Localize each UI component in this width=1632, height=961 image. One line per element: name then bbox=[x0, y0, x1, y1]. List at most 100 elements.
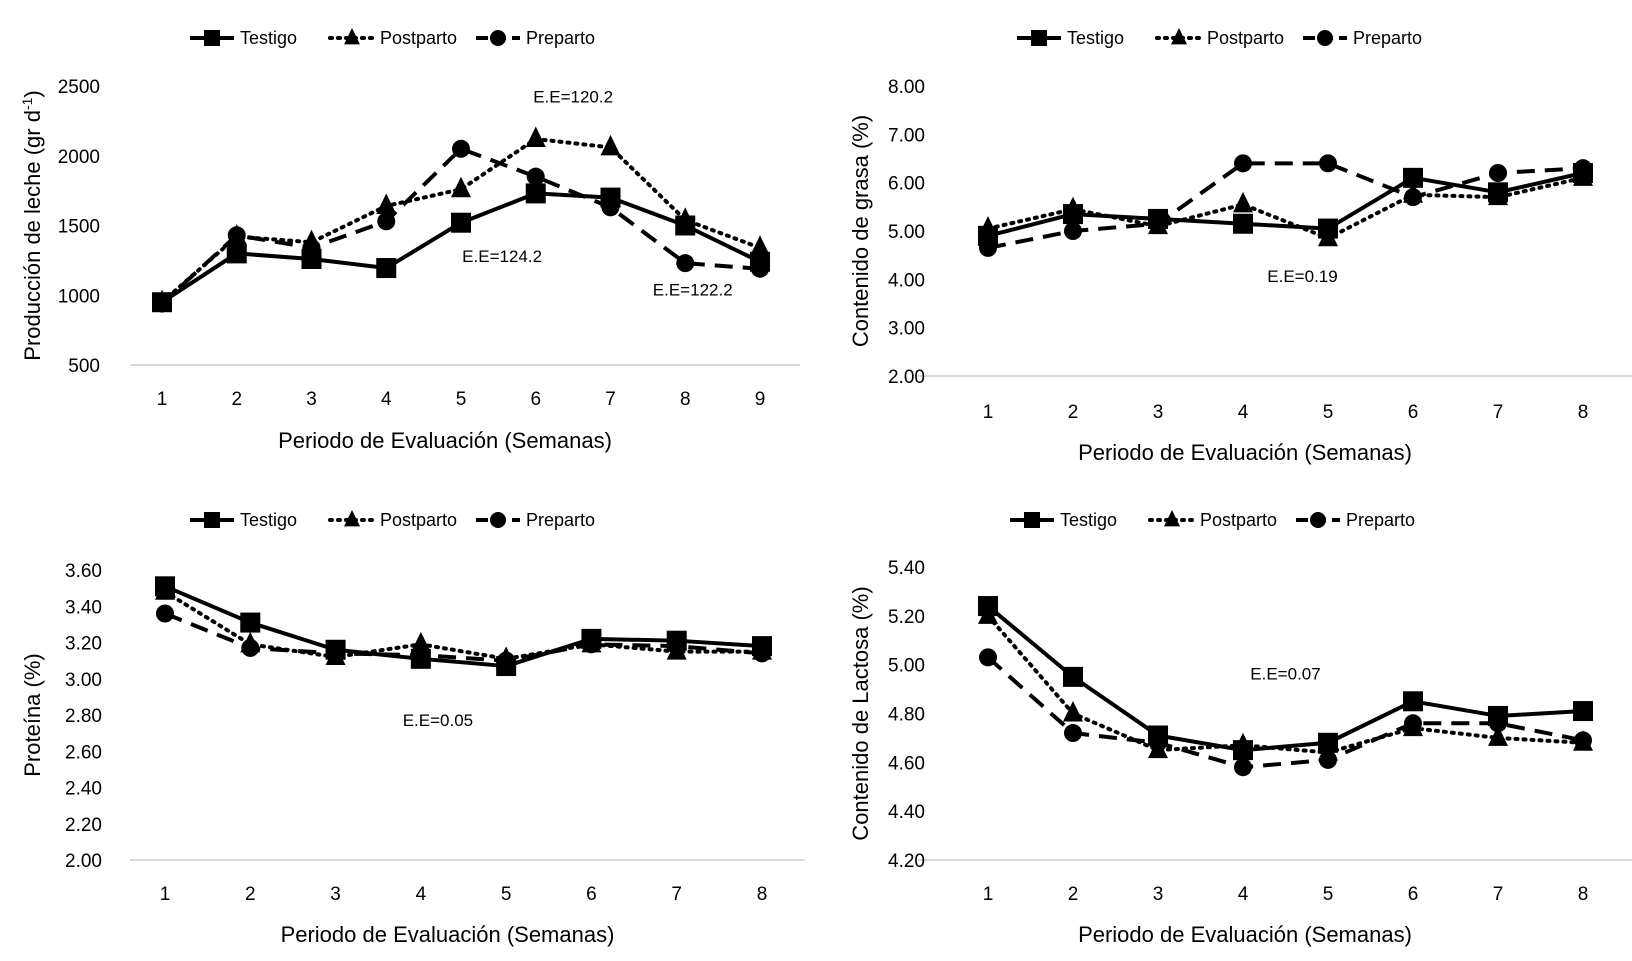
legend-marker-square-icon bbox=[1031, 30, 1047, 46]
data-point bbox=[1149, 214, 1167, 233]
data-point bbox=[1574, 731, 1592, 750]
data-point bbox=[1149, 733, 1167, 752]
x-tick-label: 3 bbox=[306, 389, 317, 410]
legend-marker-triangle-icon bbox=[344, 28, 360, 45]
legend-marker-triangle-icon bbox=[344, 510, 360, 527]
x-tick-label: 2 bbox=[1068, 402, 1079, 423]
x-tick-label: 2 bbox=[1068, 884, 1079, 905]
y-tick-label: 8.00 bbox=[888, 77, 925, 98]
series-line bbox=[163, 589, 764, 661]
data-point bbox=[601, 198, 620, 217]
legend-marker-triangle-icon bbox=[1171, 28, 1187, 45]
legend-marker-circle-icon bbox=[490, 30, 506, 46]
y-tick-label: 2.20 bbox=[65, 815, 102, 836]
legend: Testigo Postparto Preparto bbox=[1010, 510, 1415, 530]
legend-item-preparto: Preparto bbox=[1303, 28, 1422, 48]
legend: Testigo Postparto Preparto bbox=[190, 28, 595, 48]
legend-label: Preparto bbox=[526, 510, 595, 530]
x-tick-label: 7 bbox=[1493, 402, 1504, 423]
series-line bbox=[164, 611, 763, 663]
data-point bbox=[1234, 758, 1252, 777]
data-point bbox=[750, 235, 770, 256]
x-tick-label: 8 bbox=[680, 389, 691, 410]
data-point bbox=[227, 226, 246, 245]
y-tick-label: 5.00 bbox=[888, 656, 925, 677]
legend-item-preparto: Preparto bbox=[476, 510, 595, 530]
data-point bbox=[410, 631, 431, 653]
legend-marker-square-icon bbox=[204, 30, 220, 46]
data-point bbox=[667, 637, 686, 656]
data-point bbox=[1064, 222, 1082, 240]
y-tick-label: 4.40 bbox=[888, 802, 925, 823]
x-tick-label: 3 bbox=[1153, 402, 1164, 423]
series-line bbox=[164, 584, 763, 669]
y-tick-label: 4.60 bbox=[888, 753, 925, 774]
y-axis-title: Contenido de Lactosa (%) bbox=[848, 586, 873, 840]
data-point bbox=[241, 638, 260, 657]
data-point bbox=[1064, 724, 1082, 743]
y-tick-label: 4.00 bbox=[888, 270, 925, 291]
x-tick-label: 1 bbox=[983, 884, 994, 905]
y-tick-label: 5.40 bbox=[888, 558, 925, 579]
data-point bbox=[226, 243, 247, 264]
data-point bbox=[302, 238, 321, 257]
data-point bbox=[1404, 714, 1422, 733]
series-preparto bbox=[979, 154, 1592, 257]
data-point bbox=[1319, 750, 1337, 769]
legend-label: Preparto bbox=[526, 28, 595, 48]
chart-grasa: Testigo Postparto Preparto 2.00 3.00 4.00 5.00… bbox=[848, 28, 1632, 465]
y-tick-label: 2.60 bbox=[65, 742, 102, 763]
legend-label: Preparto bbox=[1346, 510, 1415, 530]
y-tick-label: 3.40 bbox=[65, 597, 102, 618]
data-point bbox=[1063, 701, 1083, 722]
x-tick-label: 8 bbox=[1578, 402, 1589, 423]
x-tick-label: 4 bbox=[1238, 402, 1249, 423]
data-point bbox=[1233, 732, 1253, 754]
series-preparto bbox=[156, 604, 771, 670]
data-point bbox=[326, 644, 345, 663]
legend-marker-circle-icon bbox=[490, 512, 506, 528]
legend-label: Postparto bbox=[380, 28, 457, 48]
data-point bbox=[240, 612, 261, 633]
data-point bbox=[376, 258, 397, 279]
x-axis-title: Periodo de Evaluación (Semanas) bbox=[1078, 440, 1412, 465]
x-tick-label: 1 bbox=[983, 402, 994, 423]
y-axis-title: Proteína (%) bbox=[20, 653, 45, 777]
series-line bbox=[986, 604, 1584, 753]
x-tick-label: 5 bbox=[1323, 884, 1334, 905]
x-tick-label: 6 bbox=[1408, 402, 1419, 423]
series-line bbox=[160, 146, 761, 306]
data-point bbox=[451, 212, 471, 233]
annotation-standard-error: E.E=0.07 bbox=[1250, 664, 1320, 683]
x-tick-label: 2 bbox=[231, 389, 242, 410]
data-point bbox=[1233, 213, 1253, 234]
series-preparto bbox=[979, 648, 1592, 777]
legend: Testigo Postparto Preparto bbox=[1017, 28, 1422, 48]
annotation-standard-error: E.E=0.05 bbox=[403, 711, 473, 730]
series-preparto bbox=[153, 139, 769, 313]
series-line bbox=[986, 175, 1585, 241]
x-tick-label: 1 bbox=[160, 884, 171, 905]
data-point bbox=[526, 167, 545, 186]
x-tick-label: 7 bbox=[1493, 884, 1504, 905]
legend-label: Postparto bbox=[1200, 510, 1277, 530]
legend-label: Postparto bbox=[1207, 28, 1284, 48]
annotation-standard-error: E.E=0.19 bbox=[1267, 267, 1337, 286]
x-axis-title: Periodo de Evaluación (Semanas) bbox=[1078, 922, 1412, 947]
legend-label: Testigo bbox=[240, 28, 297, 48]
y-tick-label: 2.80 bbox=[65, 706, 102, 727]
legend-marker-circle-icon bbox=[1317, 30, 1333, 46]
data-point bbox=[1489, 164, 1507, 182]
x-tick-label: 7 bbox=[671, 884, 682, 905]
data-point bbox=[751, 259, 769, 278]
x-tick-label: 6 bbox=[1408, 884, 1419, 905]
legend-item-testigo: Testigo bbox=[1010, 510, 1117, 530]
legend: Testigo Postparto Preparto bbox=[190, 510, 595, 530]
y-tick-label: 7.00 bbox=[888, 125, 925, 146]
y-tick-label: 3.00 bbox=[888, 319, 925, 340]
legend-marker-square-icon bbox=[1024, 512, 1040, 528]
data-point bbox=[153, 294, 171, 313]
x-tick-label: 5 bbox=[456, 389, 467, 410]
chart-leche: Testigo Postparto Preparto 500 1000 1500 2000 2… bbox=[19, 28, 800, 453]
